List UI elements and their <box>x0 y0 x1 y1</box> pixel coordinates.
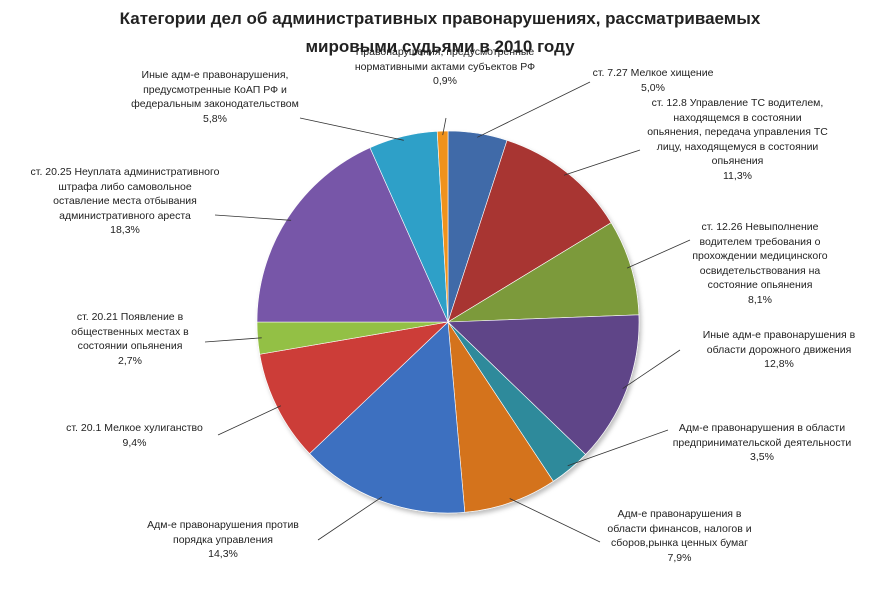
slice-label-3: Иные адм-е правонарушения в области доро… <box>702 329 856 371</box>
pie-slice-9 <box>256 147 449 323</box>
slice-label-1: ст. 12.8 Управление ТС водителем, находя… <box>647 97 828 182</box>
leader-line-0 <box>477 81 591 138</box>
leader-line-9 <box>214 214 292 221</box>
slice-label-6: Адм-е правонарушения против порядка упра… <box>147 519 299 561</box>
slice-label-4: Адм-е правонарушения в области предприни… <box>672 422 852 464</box>
slice-label-7: ст. 20.1 Мелкое хулиганство 9,4% <box>66 422 203 449</box>
pie-slice-3 <box>447 314 640 455</box>
leader-line-4 <box>567 429 669 467</box>
leader-line-10 <box>299 117 404 141</box>
pie-slice-11 <box>436 130 449 323</box>
leader-line-7 <box>217 405 282 436</box>
chart-title-line2: мировыми судьями в 2010 году <box>305 37 575 56</box>
leader-line-6 <box>317 496 383 541</box>
slice-label-2: ст. 12.26 Невыполнение водителем требова… <box>692 221 828 306</box>
leader-line-5 <box>509 498 601 543</box>
leader-line-1 <box>563 149 641 176</box>
pie-slice-2 <box>446 222 640 323</box>
pie-slice-6 <box>309 321 466 514</box>
slice-label-11: Правонарушения, предусмотренные норматив… <box>354 46 536 88</box>
leader-line-11 <box>442 117 447 136</box>
slice-label-10: Иные адм-е правонарушения, предусмотренн… <box>131 69 299 125</box>
slice-label-0: ст. 7.27 Мелкое хищение 5,0% <box>592 67 714 94</box>
slice-label-9: ст. 20.25 Неуплата административного штр… <box>30 166 220 237</box>
chart-title-line1: Категории дел об административных правон… <box>119 9 761 28</box>
leader-line-2 <box>626 239 691 269</box>
slice-label-8: ст. 20.21 Появление в общественных места… <box>71 311 189 367</box>
pie-slice-1 <box>447 139 612 323</box>
slice-label-5: Адм-е правонарушения в области финансов,… <box>607 508 752 564</box>
leader-line-3 <box>622 349 681 389</box>
pie-slice-5 <box>447 321 554 513</box>
leader-line-8 <box>204 337 262 343</box>
